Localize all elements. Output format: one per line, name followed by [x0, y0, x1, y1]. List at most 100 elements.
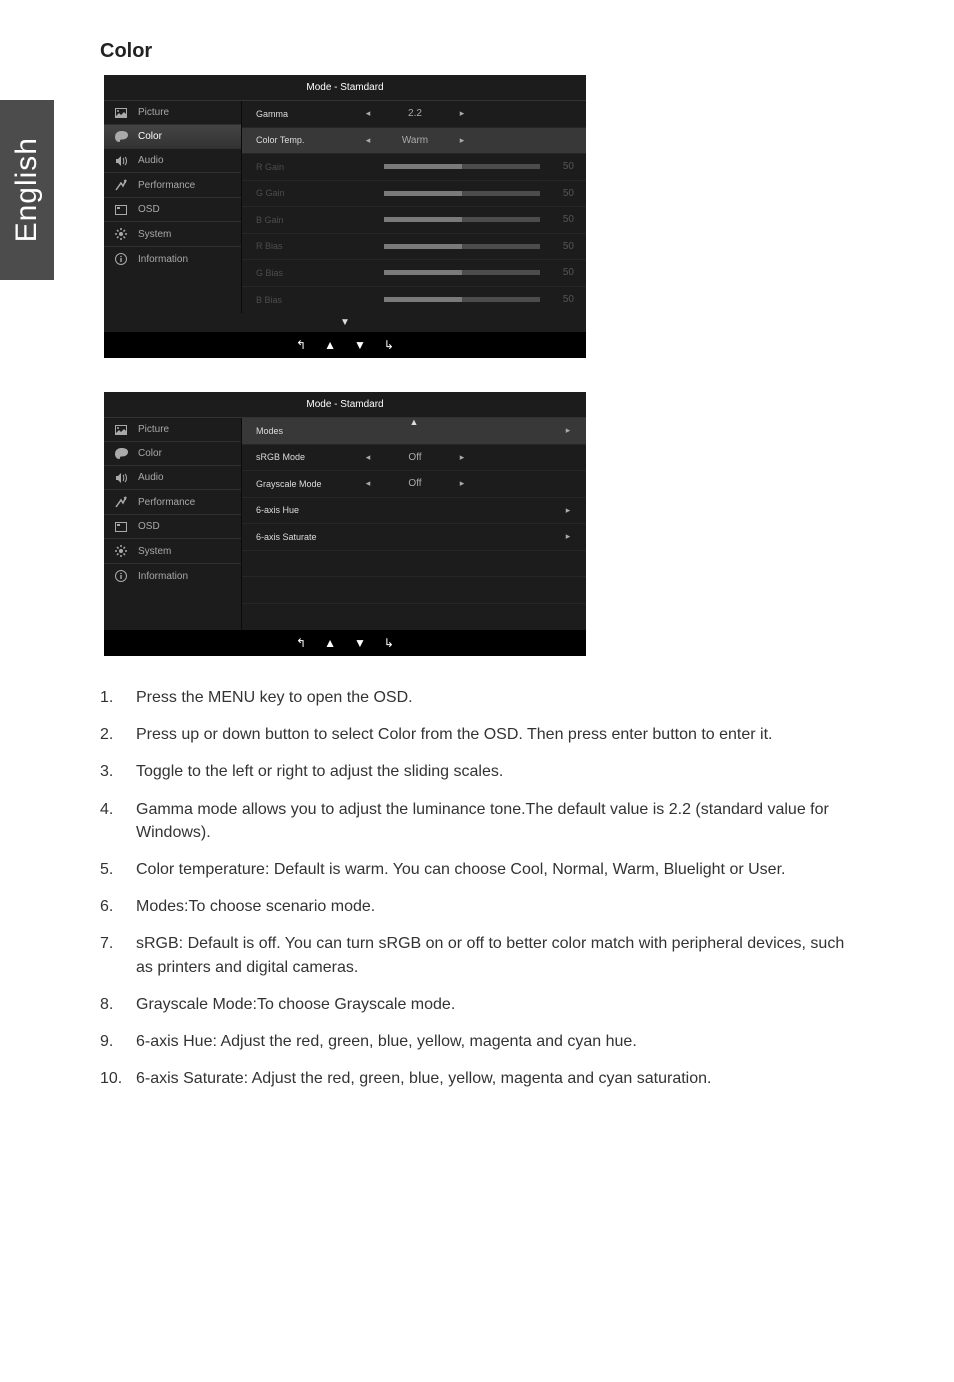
instruction-item: 3.Toggle to the left or right to adjust … [100, 760, 864, 783]
setting-row-b-bias[interactable]: B Bias 50 [242, 287, 586, 314]
nav-item-color[interactable]: Color [104, 125, 241, 149]
setting-row-b-gain[interactable]: B Gain 50 [242, 207, 586, 234]
osd-footer-controls: ↰ ▲ ▼ ↳ [104, 332, 586, 358]
audio-icon [114, 156, 128, 166]
setting-row-grayscale-mode[interactable]: Grayscale Mode◂Off▸ [242, 471, 586, 498]
setting-row-gamma[interactable]: Gamma◂2.2▸ [242, 101, 586, 128]
osd-body: Picture Color Audio PerformanceOSDSystem Inf… [104, 418, 586, 630]
osd-nav: Picture Color Audio PerformanceOSDSystem Inf… [104, 418, 242, 630]
setting-label: Modes [256, 426, 356, 436]
enter-icon[interactable]: ↳ [384, 636, 394, 650]
setting-row-r-bias[interactable]: R Bias50 [242, 234, 586, 261]
left-arrow-icon[interactable]: ◂ [362, 452, 374, 463]
slider-fill [384, 164, 462, 169]
down-icon[interactable]: ▼ [354, 338, 366, 352]
slider-value: 50 [550, 188, 574, 199]
osd-header: Mode - Stamdard [104, 75, 586, 101]
nav-item-information[interactable]: Information [104, 247, 241, 271]
submenu-arrow-icon[interactable]: ▸ [562, 505, 574, 516]
language-side-tab: English [0, 100, 54, 280]
instruction-number: 4. [100, 798, 136, 844]
nav-label: Audio [138, 472, 164, 483]
instruction-text: Press the MENU key to open the OSD. [136, 686, 413, 709]
submenu-arrow-icon[interactable]: ▸ [562, 531, 574, 542]
nav-item-audio[interactable]: Audio [104, 149, 241, 173]
nav-item-osd[interactable]: OSD [104, 515, 241, 539]
setting-row-r-gain[interactable]: R Gain50 [242, 154, 586, 181]
instruction-text: Grayscale Mode:To choose Grayscale mode. [136, 993, 455, 1016]
down-icon[interactable]: ▼ [354, 636, 366, 650]
instruction-text: Modes:To choose scenario mode. [136, 895, 375, 918]
left-arrow-icon[interactable]: ◂ [362, 478, 374, 489]
setting-label: G Gain [256, 188, 356, 198]
slider-track[interactable] [384, 270, 540, 275]
osd-icon [114, 522, 128, 532]
scroll-down-icon[interactable]: ▼ [104, 313, 586, 332]
setting-value: 2.2 [380, 108, 450, 119]
osd-panel-color-page2: Mode - Stamdard Picture Color Audio Perform… [100, 388, 590, 660]
nav-item-color[interactable]: Color [104, 442, 241, 466]
information-icon [114, 253, 128, 265]
page-title: Color [100, 40, 864, 63]
instruction-number: 1. [100, 686, 136, 709]
right-arrow-icon[interactable]: ▸ [456, 135, 468, 146]
slider-track[interactable] [384, 217, 540, 222]
slider-value: 50 [550, 214, 574, 225]
instruction-text: Press up or down button to select Color … [136, 723, 772, 746]
setting-row-g-gain[interactable]: G Gain 50 [242, 181, 586, 208]
setting-row-6-axis-hue[interactable]: 6-axis Hue▸ [242, 498, 586, 525]
nav-item-picture[interactable]: Picture [104, 101, 241, 125]
system-icon [114, 228, 128, 240]
empty-row [242, 577, 586, 604]
nav-item-information[interactable]: Information [104, 564, 241, 588]
back-icon[interactable]: ↰ [296, 636, 306, 650]
instruction-item: 1.Press the MENU key to open the OSD. [100, 686, 864, 709]
nav-label: Information [138, 254, 188, 265]
setting-label: B Gain [256, 215, 356, 225]
back-icon[interactable]: ↰ [296, 338, 306, 352]
setting-label: sRGB Mode [256, 452, 356, 462]
language-label: English [10, 137, 44, 242]
osd-settings: ▲ Modes▸sRGB Mode◂Off▸Grayscale Mode◂Off… [242, 418, 586, 630]
right-arrow-icon[interactable]: ▸ [456, 108, 468, 119]
setting-label: 6-axis Saturate [256, 532, 356, 542]
setting-label: B Bias [256, 295, 356, 305]
nav-label: Information [138, 571, 188, 582]
slider-track[interactable] [384, 244, 540, 249]
nav-label: Performance [138, 180, 195, 191]
nav-item-audio[interactable]: Audio [104, 466, 241, 490]
instruction-item: 10.6-axis Saturate: Adjust the red, gree… [100, 1067, 864, 1090]
setting-value: Warm [380, 135, 450, 146]
up-icon[interactable]: ▲ [324, 338, 336, 352]
right-arrow-icon[interactable]: ▸ [456, 452, 468, 463]
instruction-number: 9. [100, 1030, 136, 1053]
up-icon[interactable]: ▲ [324, 636, 336, 650]
slider-value: 50 [550, 241, 574, 252]
submenu-arrow-icon[interactable]: ▸ [562, 425, 574, 436]
setting-row-srgb-mode[interactable]: sRGB Mode◂Off▸ [242, 445, 586, 472]
instruction-item: 7.sRGB: Default is off. You can turn sRG… [100, 932, 864, 978]
nav-item-system[interactable]: System [104, 222, 241, 247]
slider-track[interactable] [384, 297, 540, 302]
nav-item-picture[interactable]: Picture [104, 418, 241, 442]
right-arrow-icon[interactable]: ▸ [456, 478, 468, 489]
left-arrow-icon[interactable]: ◂ [362, 108, 374, 119]
slider-track[interactable] [384, 191, 540, 196]
osd-settings: Gamma◂2.2▸Color Temp.◂Warm▸R Gain50G Gai… [242, 101, 586, 313]
left-arrow-icon[interactable]: ◂ [362, 135, 374, 146]
nav-item-performance[interactable]: Performance [104, 173, 241, 198]
osd-header: Mode - Stamdard [104, 392, 586, 418]
setting-row-6-axis-saturate[interactable]: 6-axis Saturate ▸ [242, 524, 586, 551]
nav-item-system[interactable]: System [104, 539, 241, 564]
instruction-number: 2. [100, 723, 136, 746]
nav-label: Picture [138, 424, 169, 435]
setting-row-g-bias[interactable]: G Bias50 [242, 260, 586, 287]
scroll-up-icon[interactable]: ▲ [410, 417, 419, 427]
nav-item-performance[interactable]: Performance [104, 490, 241, 515]
slider-track[interactable] [384, 164, 540, 169]
slider-value: 50 [550, 294, 574, 305]
enter-icon[interactable]: ↳ [384, 338, 394, 352]
nav-item-osd[interactable]: OSD [104, 198, 241, 222]
setting-row-color-temp-[interactable]: Color Temp.◂Warm▸ [242, 128, 586, 155]
setting-label: G Bias [256, 268, 356, 278]
